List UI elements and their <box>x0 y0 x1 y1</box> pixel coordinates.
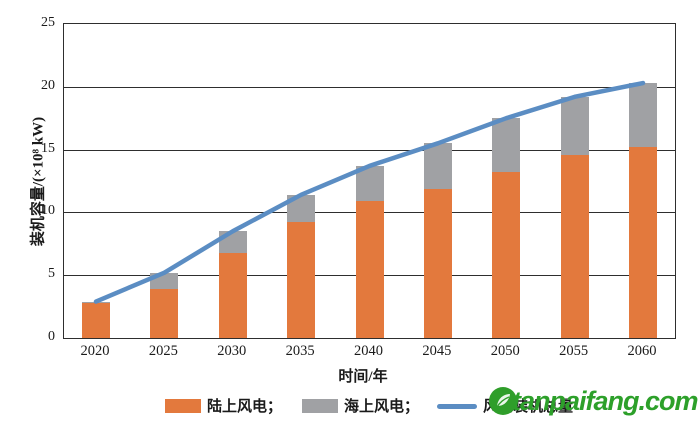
legend-item-offshore-wind: 海上风电； <box>302 395 419 416</box>
bar-2055-海上风电 <box>560 96 589 155</box>
bar-2060-陆上风电 <box>629 147 657 338</box>
bar-2055-陆上风电 <box>560 154 589 338</box>
x-tick-label-2025: 2025 <box>148 343 178 359</box>
bar-2040-陆上风电 <box>355 201 384 338</box>
bar-2050-陆上风电 <box>492 172 521 338</box>
bar-2060-海上风电 <box>629 83 657 148</box>
onshore-wind-swatch-icon <box>165 398 201 413</box>
bar-2030-陆上风电 <box>218 252 247 338</box>
offshore-wind-swatch-icon <box>302 398 338 413</box>
bar-2045-陆上风电 <box>423 188 452 338</box>
y-tick-label-20: 20 <box>41 77 55 93</box>
x-tick-label-2045: 2045 <box>422 343 452 359</box>
bar-2035-陆上风电 <box>287 222 316 338</box>
y-tick-label-5: 5 <box>48 266 55 282</box>
watermark-leaf-logo-icon <box>488 386 518 416</box>
x-tick-label-2060: 2060 <box>627 343 657 359</box>
gridline-y15 <box>64 149 675 151</box>
x-tick-label-2055: 2055 <box>559 343 589 359</box>
bar-2025-陆上风电 <box>150 289 179 338</box>
y-tick-label-0: 0 <box>48 329 55 344</box>
plot-area <box>63 23 676 339</box>
watermark: tanpaifang.com <box>488 386 699 416</box>
y-tick-label-25: 25 <box>41 15 55 30</box>
gridline-y20 <box>64 86 675 88</box>
x-tick-label-2020: 2020 <box>80 343 110 359</box>
y-tick-label-10: 10 <box>41 203 55 219</box>
x-tick-label-2040: 2040 <box>354 343 383 359</box>
x-tick-label-2035: 2035 <box>285 343 315 359</box>
legend-label-offshore: 海上风电； <box>344 399 420 415</box>
bar-2045-海上风电 <box>423 143 452 189</box>
total-wind-line-swatch-icon <box>437 403 477 409</box>
x-tick-label-2050: 2050 <box>490 343 520 359</box>
watermark-text: tanpaifang.com <box>512 386 699 416</box>
total-capacity-line <box>93 80 646 304</box>
bar-2020-陆上风电 <box>82 302 110 338</box>
legend-item-onshore-wind: 陆上风电； <box>165 395 282 416</box>
x-axis-title: 时间/年 <box>338 369 388 385</box>
x-tick-label-2030: 2030 <box>217 343 247 359</box>
legend-label-onshore: 陆上风电； <box>207 399 283 415</box>
y-tick-label-15: 15 <box>41 140 55 156</box>
bar-2050-海上风电 <box>492 118 521 173</box>
y-axis-title: 装机容量/(×10⁸ kW) <box>30 116 47 247</box>
